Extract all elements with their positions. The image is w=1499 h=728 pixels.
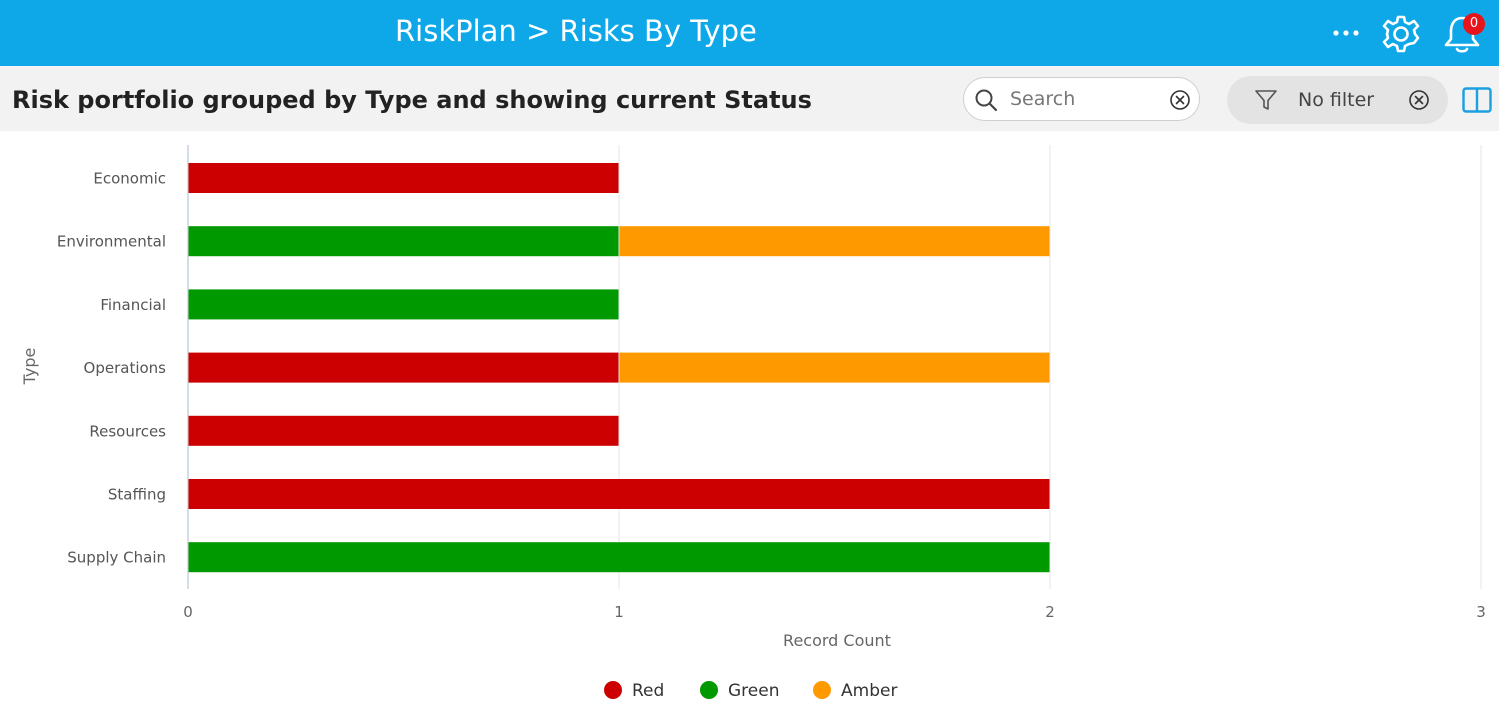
- bar-red[interactable]: [188, 352, 619, 383]
- x-tick-label: 2: [1045, 603, 1055, 621]
- x-tick-label: 1: [614, 603, 624, 621]
- chart-area: 0 1 2 3 Economic Environmental Financial Operat…: [0, 131, 1499, 724]
- filter-label: No filter: [1298, 89, 1375, 111]
- y-tick-label: Financial: [100, 296, 166, 314]
- legend-marker-green[interactable]: [700, 681, 718, 699]
- bar-red[interactable]: [188, 415, 619, 446]
- bar-green[interactable]: [188, 542, 1050, 573]
- subheader: Risk portfolio grouped by Type and showi…: [0, 66, 1499, 131]
- y-tick-label: Environmental: [57, 233, 166, 251]
- side-panel-icon[interactable]: [1462, 87, 1492, 113]
- top-bar: RiskPlan > Risks By Type 0: [0, 0, 1499, 66]
- x-axis-title: Record Count: [783, 631, 891, 650]
- legend-label-amber[interactable]: Amber: [841, 681, 897, 701]
- bar-amber[interactable]: [619, 226, 1050, 257]
- filter-funnel-icon: [1255, 90, 1277, 110]
- y-tick-label: Staffing: [108, 486, 166, 504]
- x-tick-label: 0: [183, 603, 193, 621]
- y-tick-label: Supply Chain: [67, 549, 166, 567]
- notification-badge: 0: [1463, 13, 1485, 35]
- page-title: Risk portfolio grouped by Type and showi…: [12, 86, 812, 114]
- more-dots-icon[interactable]: [1330, 22, 1362, 44]
- search-input[interactable]: [1010, 85, 1160, 113]
- y-tick-label: Resources: [89, 422, 166, 440]
- y-tick-label: Economic: [93, 170, 166, 188]
- y-axis-title: Type: [20, 348, 39, 386]
- bar-red[interactable]: [188, 163, 619, 193]
- risk-type-bar-chart: 0 1 2 3 Economic Environmental Financial Operat…: [20, 145, 1486, 701]
- search-icon: [975, 89, 998, 112]
- legend-label-red[interactable]: Red: [632, 681, 664, 701]
- legend-label-green[interactable]: Green: [728, 681, 779, 701]
- x-tick-label: 3: [1476, 603, 1486, 621]
- filter-box[interactable]: No filter: [1227, 76, 1448, 124]
- legend-marker-red[interactable]: [604, 681, 622, 699]
- clear-filter-icon[interactable]: [1408, 89, 1430, 111]
- bar-red[interactable]: [188, 479, 1050, 509]
- gear-icon[interactable]: [1380, 13, 1422, 55]
- y-tick-label: Operations: [84, 359, 167, 377]
- bar-green[interactable]: [188, 226, 619, 257]
- clear-search-icon[interactable]: [1169, 89, 1191, 111]
- bar-amber[interactable]: [619, 352, 1050, 383]
- bar-green[interactable]: [188, 289, 619, 320]
- search-box[interactable]: [963, 77, 1200, 121]
- legend-marker-amber[interactable]: [813, 681, 831, 699]
- app-title: RiskPlan > Risks By Type: [395, 14, 757, 48]
